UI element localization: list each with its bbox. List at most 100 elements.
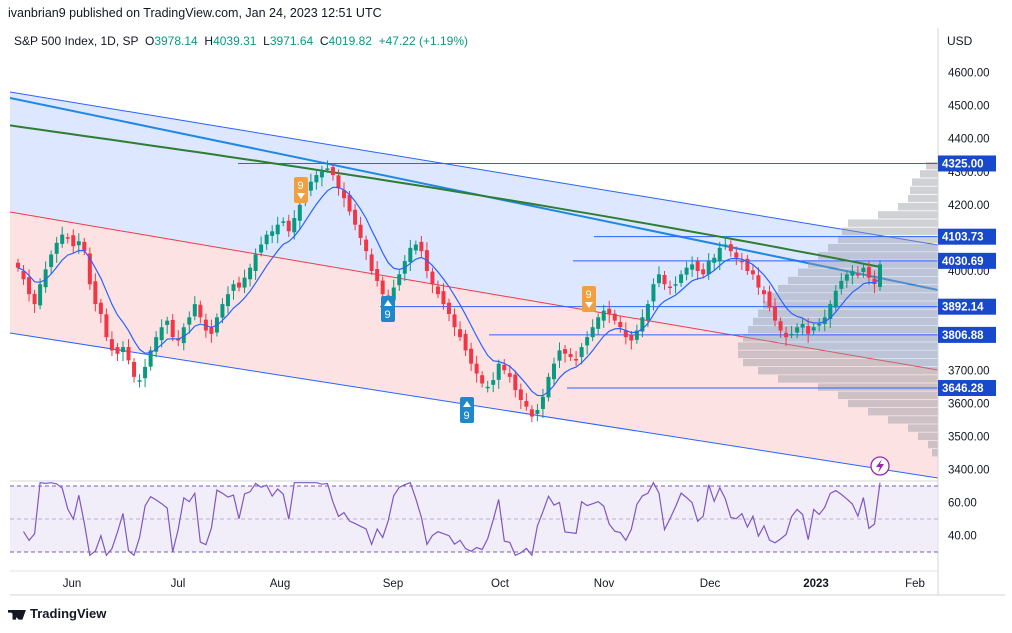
candle-body — [71, 235, 76, 247]
candle — [93, 273, 98, 312]
candle-body — [480, 375, 485, 384]
candle — [745, 254, 750, 275]
ema-line — [17, 186, 881, 397]
td-marker-label: 9 — [586, 289, 592, 301]
candle-body — [469, 348, 474, 364]
volume-profile-bar — [928, 440, 938, 449]
candle-body — [231, 284, 236, 291]
candle — [369, 248, 374, 275]
ma200-line — [10, 124, 881, 268]
volume-profile-bar — [758, 309, 938, 317]
candle-body — [706, 261, 711, 275]
candle-body — [789, 333, 794, 336]
volume-profile-bar — [848, 399, 938, 408]
volume-profile-bar — [908, 424, 938, 432]
candle — [518, 383, 523, 409]
candle — [734, 246, 739, 266]
volume-profile-bar — [918, 432, 938, 440]
candle-body — [828, 304, 833, 319]
candle — [811, 323, 816, 335]
candle-body — [380, 280, 385, 295]
candle-body — [717, 247, 722, 262]
candle-body — [435, 286, 440, 295]
candle — [557, 342, 562, 368]
candle — [319, 165, 324, 187]
candle-body — [612, 313, 617, 321]
candle — [375, 261, 380, 287]
candle-body — [513, 374, 518, 391]
high-value: 4039.31 — [213, 34, 257, 48]
candle — [132, 358, 137, 383]
candle-body — [54, 242, 59, 254]
rsi-line — [22, 481, 881, 557]
candle-body — [579, 347, 584, 358]
candle-body — [32, 293, 37, 305]
price-axis[interactable]: 4600.004500.004400.004300.004200.004100.… — [938, 68, 996, 477]
candle — [65, 233, 70, 244]
volume-profile-bar — [898, 203, 938, 211]
candle-body — [248, 267, 253, 280]
candle — [513, 370, 518, 398]
candle-body — [242, 277, 247, 288]
candle — [701, 263, 706, 279]
candle — [651, 278, 656, 311]
candle-body — [800, 323, 805, 328]
candle — [684, 261, 689, 281]
alert-icon[interactable] — [870, 456, 890, 476]
candle — [104, 308, 109, 342]
candle — [800, 317, 805, 335]
td-marker-label: 9 — [298, 180, 304, 192]
candle — [491, 372, 496, 393]
candle-body — [645, 304, 650, 320]
candle — [98, 298, 103, 323]
candle — [551, 357, 556, 385]
price-level-label: 3806.88 — [942, 330, 984, 342]
volume-profile-bar — [743, 358, 938, 367]
candle — [441, 283, 446, 310]
candle-body — [833, 290, 838, 308]
candle — [253, 248, 258, 280]
candle — [126, 339, 131, 365]
candle — [297, 200, 302, 230]
candle — [308, 173, 313, 197]
candle-body — [198, 304, 203, 318]
candle — [690, 256, 695, 277]
lower-channel-fill — [10, 212, 938, 478]
time-axis[interactable]: Jun Jul Aug Sep Oct Nov Dec 2023 Feb — [63, 578, 925, 590]
candle — [198, 300, 203, 323]
candle — [458, 321, 463, 342]
td-buy-marker: 9 — [381, 296, 395, 322]
candle — [264, 230, 269, 250]
candle-body — [82, 241, 87, 252]
tradingview-logo[interactable]: TradingView — [8, 606, 106, 621]
candle-body — [397, 274, 402, 286]
candle-body — [253, 254, 258, 271]
candle — [71, 229, 76, 254]
candle — [109, 331, 114, 357]
x-tick-label: Jul — [171, 578, 186, 590]
channel-top-line — [10, 91, 938, 246]
candle — [723, 236, 728, 250]
y-tick-label: 4500.00 — [948, 101, 990, 113]
candle-body — [76, 241, 81, 246]
candle-body — [447, 302, 451, 315]
candle-body — [38, 284, 43, 306]
volume-profile-bar — [910, 186, 938, 194]
candle — [568, 348, 573, 361]
candle — [430, 267, 435, 294]
candle-body — [358, 224, 363, 238]
td-markers: 9 9 9 9 — [294, 177, 596, 423]
candle-body — [325, 168, 330, 170]
symbol-label[interactable]: S&P 500 Index, 1D, SP — [14, 34, 139, 48]
volume-profile-bar — [748, 326, 938, 334]
y-tick-label: 4600.00 — [948, 68, 990, 80]
candle — [850, 265, 855, 285]
candle — [828, 300, 833, 328]
candle-body — [330, 167, 335, 176]
price-level-label: 3646.28 — [942, 383, 984, 395]
candle-body — [120, 347, 125, 353]
candle — [281, 217, 286, 227]
candle — [286, 214, 291, 237]
price-level-label: 4030.69 — [942, 256, 984, 268]
